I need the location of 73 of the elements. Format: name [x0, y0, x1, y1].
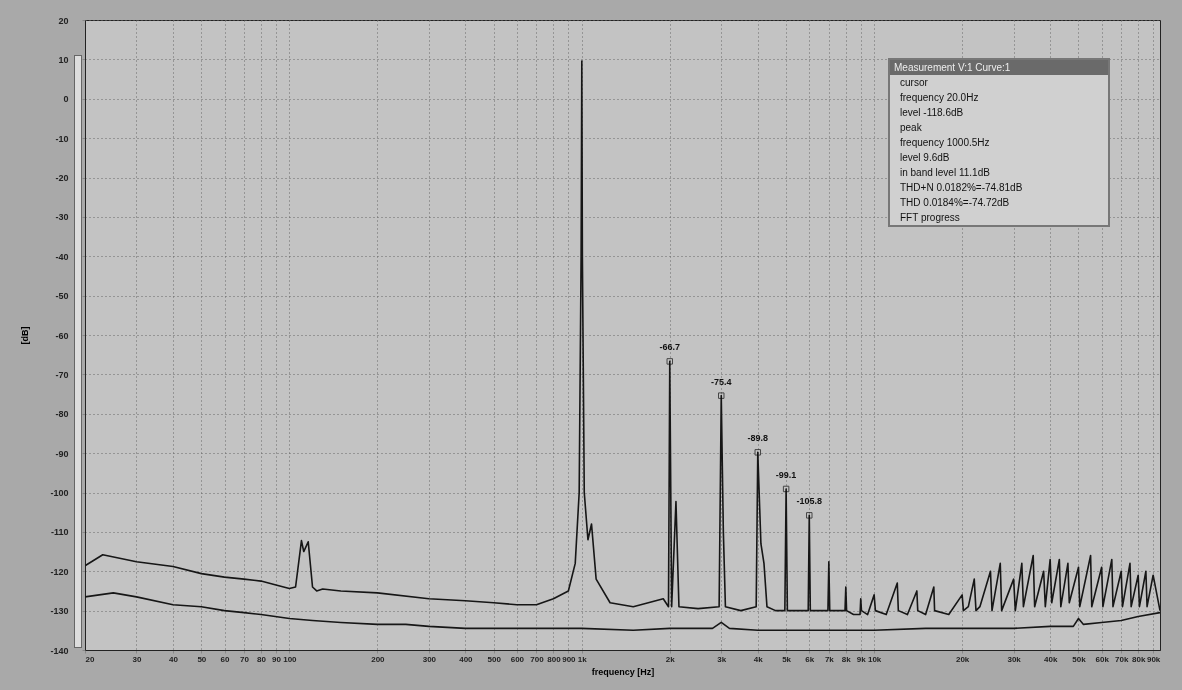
point: [782, 485, 790, 493]
y-tick-label: -50: [55, 291, 69, 302]
y-tick-label: -60: [55, 330, 69, 341]
y-tick-label: 20: [58, 15, 69, 26]
annotation: -89.8: [747, 433, 769, 444]
x-tick-label: 60: [220, 654, 230, 664]
y-tick-label: -80: [55, 409, 69, 420]
x-tick-label: 300: [422, 654, 437, 664]
x-tick-label: 1k: [577, 654, 588, 664]
annotation: -66.7: [659, 342, 681, 353]
x-tick-label: 90: [272, 654, 282, 664]
x-tick-label: 60k: [1095, 654, 1110, 664]
x-axis-title: frequency [Hz]: [591, 666, 655, 677]
x-tick-label: 20: [85, 654, 95, 664]
point: [806, 512, 813, 519]
x-tick-label: 700: [530, 654, 545, 664]
y-tick-label: 10: [58, 54, 69, 65]
y-tick-label: -10: [55, 133, 69, 144]
y-tick-label: 0: [63, 94, 69, 105]
y-tick-label: -90: [55, 448, 69, 459]
annotation: level -118.6dB: [899, 106, 965, 120]
y-tick-label: -140: [50, 645, 69, 656]
x-tick-label: 600: [510, 654, 525, 664]
x-tick-label: 9k: [856, 654, 867, 664]
annotation: frequency 20.0Hz: [899, 91, 980, 105]
x-tick-label: 70: [240, 654, 250, 664]
annotation: THD 0.0184%=-74.72dB: [899, 196, 1011, 210]
x-tick-label: 80: [257, 654, 267, 664]
annotation: THD+N 0.0182%=-74.81dB: [899, 181, 1024, 195]
x-tick-label: 30k: [1007, 654, 1022, 664]
x-tick-label: 200: [371, 654, 386, 664]
annotation: frequency 1000.5Hz: [899, 136, 991, 150]
x-tick-label: 900: [562, 654, 577, 664]
y-axis-title: [dB]: [20, 326, 31, 345]
x-tick-label: 3k: [717, 654, 727, 664]
x-tick-label: 8k: [841, 654, 852, 664]
annotation: in band level 11.1dB: [899, 166, 991, 180]
x-tick-label: 10k: [867, 654, 882, 664]
x-tick-label: 5k: [782, 654, 792, 664]
point: [718, 392, 725, 399]
y-tick-label: -20: [55, 173, 69, 183]
x-tick-label: 70k: [1115, 654, 1129, 664]
y-tick-label: -130: [50, 606, 69, 617]
annotation: peak: [899, 121, 923, 135]
x-tick-label: 4k: [753, 654, 764, 664]
y-tick-label: -70: [55, 369, 69, 380]
annotation: -75.4: [710, 376, 732, 387]
annotation: FFT progress: [899, 211, 961, 225]
x-tick-label: 7k: [824, 654, 835, 664]
y-tick-label: -120: [50, 566, 69, 577]
x-tick-label: 400: [459, 654, 474, 664]
x-tick-label: 6k: [805, 654, 815, 664]
y-tick-label: -30: [55, 212, 69, 223]
x-tick-label: 30: [132, 654, 142, 664]
x-tick-label: 80k: [1132, 654, 1146, 664]
y-tick-label: -110: [50, 527, 69, 538]
x-tick-label: 50: [197, 654, 207, 664]
y-tick-label: -100: [50, 488, 69, 498]
x-tick-label: 90k: [1146, 654, 1161, 664]
annotation: -99.1: [775, 469, 797, 480]
x-tick-label: 40k: [1043, 654, 1058, 664]
y-tick-label: -40: [55, 251, 69, 262]
x-tick-label: 50k: [1072, 654, 1087, 664]
x-tick-label: 2k: [665, 654, 676, 664]
x-tick-label: 100: [283, 654, 298, 664]
annotation: -105.8: [796, 496, 823, 507]
x-tick-label: 20k: [955, 654, 970, 664]
x-tick-label: 500: [487, 654, 502, 664]
annotation: Measurement V:1 Curve:1: [890, 60, 1108, 75]
x-tick-label: 800: [547, 654, 562, 664]
x-tick-label: 40: [169, 654, 179, 664]
annotation: cursor: [899, 76, 929, 90]
annotation: level 9.6dB: [899, 151, 951, 165]
